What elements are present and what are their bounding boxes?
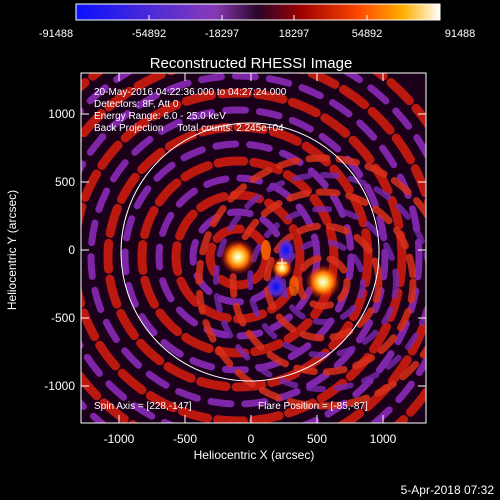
info-line-time-range: 20-May-2016 04:22:36.000 to 04:27:24.000 [94,87,287,98]
colorbar-tick-label: -54892 [132,28,166,40]
info-line-energy-range: Energy Range: 6.0 - 25.0 keV [94,111,226,122]
image-area [81,73,426,423]
spin-axis-label: Spin Axis = [228,-147] [94,401,192,412]
plot-title: Reconstructed RHESSI Image [150,55,353,72]
y-axis-label: Heliocentric Y (arcsec) [5,190,19,310]
x-axis-ticks [118,73,384,423]
source-negative-upper [277,238,295,262]
colorbar-tick-label: 18297 [279,28,310,40]
x-tick-label: -500 [173,432,197,446]
x-tick-label: 0 [248,432,255,446]
colorbar-tick-label: 54892 [352,28,383,40]
fringe-pattern [81,73,426,423]
y-tick-label: -500 [51,311,75,325]
flare-position-label: Flare Position = [-85,-87] [258,401,368,412]
emission-sources [220,238,341,300]
source-negative-lower [266,275,286,299]
x-tick-label: 500 [307,432,327,446]
source-bright-west [220,239,256,275]
source-bright-east [305,264,341,300]
y-tick-label: -1000 [44,379,75,393]
info-text-block: 20-May-2016 04:22:36.000 to 04:27:24.000… [94,87,287,134]
solar-limb-circle [120,122,380,382]
footer-timestamp: 5-Apr-2018 07:32 [401,483,495,497]
x-axis-label: Heliocentric X (arcsec) [194,448,315,462]
plot-frame [80,72,427,424]
y-axis-ticks [81,113,426,387]
colorbar-tick-label: -91488 [39,28,73,40]
colorbar-ticks [75,15,441,20]
x-tick-label: -1000 [104,432,135,446]
colorbar: -91488 -54892 -18297 18297 54892 91488 [39,3,476,40]
colorbar-tick-label: -18297 [205,28,239,40]
x-tick-label: 1000 [370,432,397,446]
info-line-method-counts: Back Projection Total counts: 2.245e+04 [94,123,284,134]
y-tick-label: 0 [68,243,75,257]
flare-position-marker [277,258,287,268]
y-tick-label: 500 [55,175,75,189]
colorbar-gradient [75,3,441,21]
colorbar-tick-label: 91488 [445,28,476,40]
info-line-detectors: Detectors: 8F, Att 0 [94,99,179,110]
y-tick-label: 1000 [48,107,75,121]
